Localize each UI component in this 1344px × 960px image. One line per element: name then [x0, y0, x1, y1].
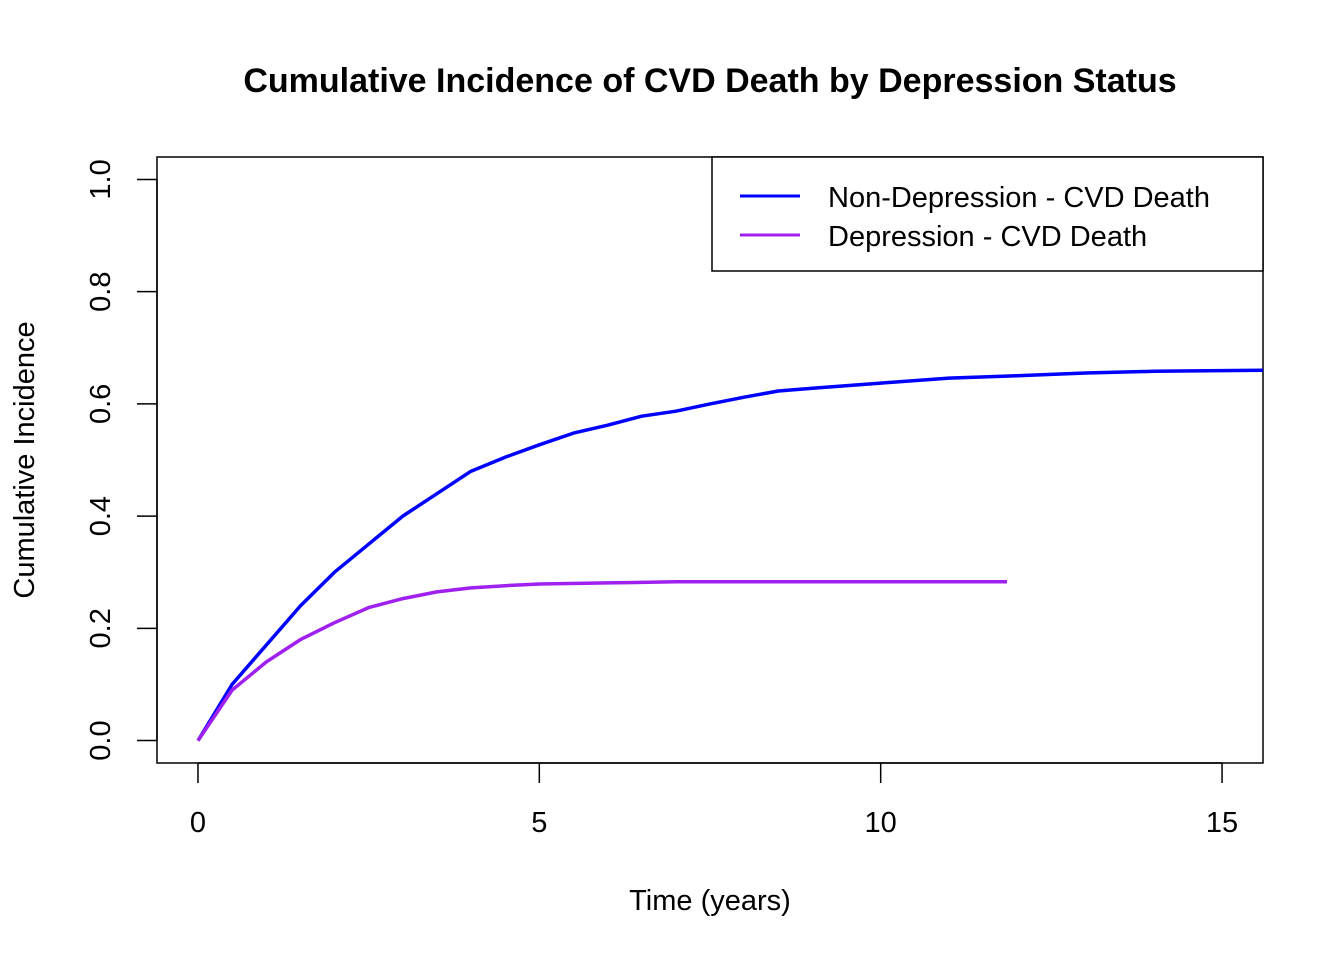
x-axis: 0 5 10 15: [190, 762, 1238, 839]
chart-title: Cumulative Incidence of CVD Death by Dep…: [243, 62, 1176, 100]
y-tick-label: 0.2: [85, 608, 117, 648]
x-tick-label: 0: [190, 807, 206, 839]
y-tick-label: 0.0: [85, 720, 117, 760]
y-tick-label: 0.6: [85, 384, 117, 424]
legend-label-depression: Depression - CVD Death: [828, 221, 1147, 253]
y-tick-label: 0.4: [85, 496, 117, 536]
legend-box: [711, 156, 1264, 272]
series-line-non-depression: [196, 368, 1264, 742]
series-line-depression: [196, 580, 1007, 742]
y-tick-label: 0.8: [85, 272, 117, 312]
legend: Non-Depression - CVD Death Depression - …: [711, 156, 1264, 272]
x-tick-label: 15: [1206, 807, 1238, 839]
x-tick-label: 5: [531, 807, 547, 839]
y-axis: 0.0 0.2 0.4 0.6 0.8 1.0: [85, 159, 158, 761]
y-axis-label: Cumulative Incidence: [9, 321, 41, 598]
y-tick-label: 1.0: [85, 159, 117, 199]
legend-label-non-depression: Non-Depression - CVD Death: [828, 182, 1210, 214]
series-lines: [196, 368, 1264, 742]
x-axis-label: Time (years): [629, 885, 791, 917]
x-tick-label: 10: [865, 807, 897, 839]
